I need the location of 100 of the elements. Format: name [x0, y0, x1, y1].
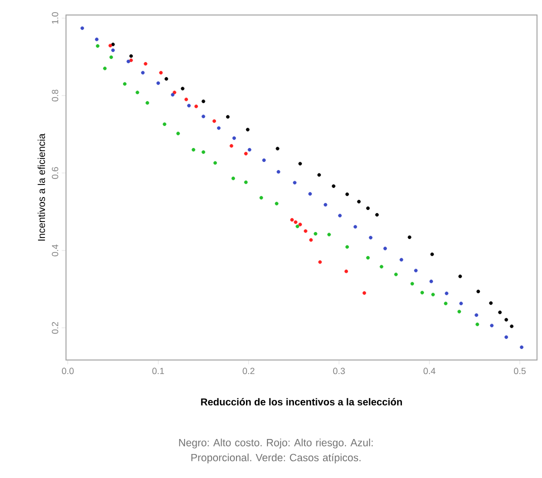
- point: [96, 44, 100, 48]
- point: [375, 213, 379, 217]
- point: [232, 136, 236, 140]
- point: [327, 232, 331, 236]
- point: [244, 180, 248, 184]
- y-tick-label: 0.4: [52, 244, 58, 256]
- point: [476, 322, 480, 326]
- point: [80, 26, 84, 30]
- point: [474, 313, 478, 317]
- point: [444, 302, 448, 306]
- point: [366, 206, 370, 210]
- point: [262, 158, 266, 162]
- point: [296, 224, 300, 228]
- point: [162, 122, 166, 126]
- x-tick-label: 0.5: [514, 368, 526, 374]
- point: [172, 90, 176, 94]
- point: [444, 292, 448, 296]
- point: [202, 114, 206, 118]
- x-tick-label: 0.3: [333, 368, 345, 374]
- point: [184, 98, 188, 102]
- point: [231, 176, 236, 180]
- point: [459, 302, 463, 306]
- point: [230, 144, 234, 148]
- point: [129, 58, 133, 62]
- y-tick-label: 1.0: [52, 12, 58, 24]
- point: [192, 148, 196, 152]
- point: [458, 274, 462, 278]
- point: [394, 272, 398, 276]
- x-tick-label: 0.2: [242, 368, 254, 374]
- point: [298, 222, 302, 226]
- point: [431, 292, 435, 296]
- point: [126, 60, 130, 64]
- point: [129, 54, 133, 58]
- point: [504, 335, 508, 339]
- point: [290, 218, 294, 222]
- x-tick-label: 0.1: [152, 368, 164, 374]
- point: [108, 44, 112, 48]
- point: [187, 104, 191, 108]
- point: [489, 301, 493, 305]
- point: [274, 202, 278, 206]
- point: [212, 119, 216, 123]
- point: [318, 260, 322, 264]
- point: [170, 92, 174, 97]
- y-tick-label: 0.2: [52, 322, 58, 334]
- point: [111, 42, 115, 46]
- y-tick-label: 0.8: [52, 90, 58, 102]
- point: [314, 232, 318, 236]
- point: [332, 184, 336, 188]
- point: [410, 282, 414, 286]
- point: [504, 318, 508, 322]
- point: [146, 101, 150, 105]
- point: [244, 152, 248, 156]
- point: [510, 324, 514, 328]
- point: [136, 90, 140, 94]
- point: [345, 245, 349, 249]
- point: [400, 258, 404, 262]
- point: [159, 70, 163, 74]
- point: [304, 229, 308, 233]
- point: [259, 196, 264, 200]
- point: [248, 148, 252, 152]
- point: [429, 280, 434, 284]
- point: [202, 150, 206, 154]
- point: [414, 268, 418, 272]
- point: [292, 180, 297, 184]
- point: [309, 238, 313, 242]
- point: [180, 86, 184, 90]
- point: [457, 310, 462, 314]
- point: [194, 104, 198, 108]
- point: [476, 290, 480, 294]
- point: [144, 62, 148, 66]
- point: [226, 115, 230, 119]
- x-tick-label: 0.0: [62, 368, 74, 374]
- point: [430, 252, 434, 256]
- point: [216, 126, 221, 130]
- point: [366, 256, 370, 260]
- point: [520, 345, 524, 350]
- point: [354, 225, 358, 229]
- point: [109, 55, 113, 59]
- y-axis-title: Incentivos a la eficiencia: [38, 134, 46, 241]
- point: [420, 290, 424, 294]
- point: [490, 324, 494, 328]
- point: [202, 100, 206, 104]
- point: [308, 192, 312, 196]
- point: [141, 70, 145, 74]
- point: [298, 162, 302, 166]
- point: [164, 77, 168, 81]
- point: [408, 235, 412, 240]
- text: Negro: Alto costo. Rojo: Alto riesgo. Azul: Proporcional. Verde: Casos atípicos.: [179, 438, 373, 464]
- point: [213, 161, 217, 165]
- point: [276, 170, 280, 174]
- point: [276, 146, 280, 150]
- point: [383, 246, 387, 250]
- point: [94, 38, 99, 42]
- point: [498, 310, 502, 314]
- point: [176, 132, 180, 136]
- point: [111, 48, 115, 52]
- point: [156, 81, 160, 85]
- point: [324, 202, 328, 207]
- point: [294, 220, 298, 224]
- y-tick-label: 0.6: [52, 167, 58, 179]
